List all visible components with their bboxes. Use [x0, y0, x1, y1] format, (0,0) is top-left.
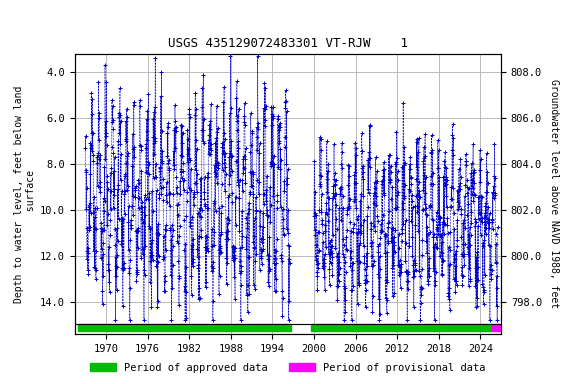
Y-axis label: Groundwater level above NAVD 1988, feet: Groundwater level above NAVD 1988, feet: [549, 79, 559, 308]
Y-axis label: Depth to water level, feet below land
 surface: Depth to water level, feet below land su…: [14, 85, 36, 303]
Legend: Period of approved data, Period of provisional data: Period of approved data, Period of provi…: [86, 359, 490, 377]
Title: USGS 435129072483301 VT-RJW    1: USGS 435129072483301 VT-RJW 1: [168, 37, 408, 50]
